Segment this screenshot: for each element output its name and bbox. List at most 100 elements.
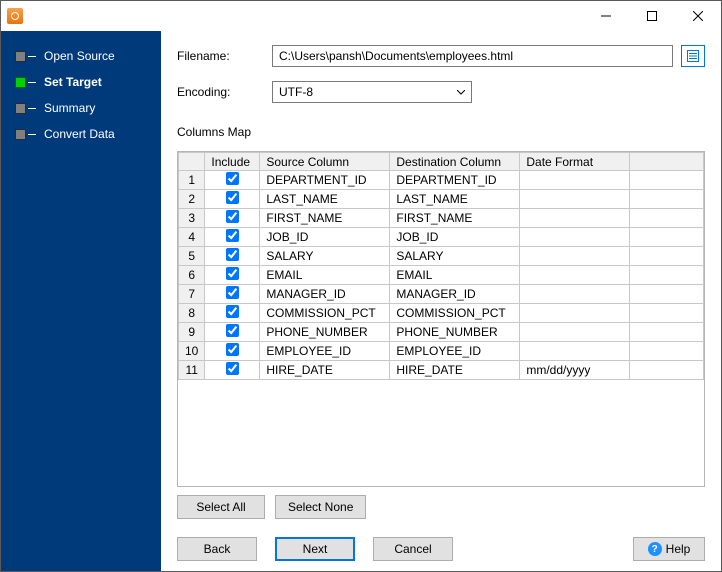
include-checkbox[interactable]	[226, 324, 239, 337]
encoding-select[interactable]: UTF-8	[272, 81, 472, 103]
include-checkbox[interactable]	[226, 286, 239, 299]
table-row[interactable]: 10EMPLOYEE_IDEMPLOYEE_ID	[179, 342, 704, 361]
wizard-step[interactable]: Summary	[1, 95, 161, 121]
row-number: 7	[179, 285, 205, 304]
table-row[interactable]: 6EMAILEMAIL	[179, 266, 704, 285]
dest-cell[interactable]: LAST_NAME	[390, 190, 520, 209]
table-row[interactable]: 7 MANAGER_IDMANAGER_ID	[179, 285, 704, 304]
include-checkbox[interactable]	[226, 210, 239, 223]
empty-cell	[630, 209, 704, 228]
date-cell[interactable]	[520, 323, 630, 342]
help-button[interactable]: ? Help	[633, 537, 705, 561]
table-row[interactable]: 2LAST_NAMELAST_NAME	[179, 190, 704, 209]
include-checkbox[interactable]	[226, 191, 239, 204]
source-cell[interactable]: FIRST_NAME	[260, 209, 390, 228]
close-button[interactable]	[675, 1, 721, 31]
select-none-button[interactable]: Select None	[275, 495, 366, 519]
dest-cell[interactable]: HIRE_DATE	[390, 361, 520, 380]
source-cell[interactable]: MANAGER_ID	[260, 285, 390, 304]
grid-header-include[interactable]: Include	[205, 153, 260, 171]
help-icon: ?	[648, 542, 662, 556]
wizard-footer: Back Next Cancel ? Help	[177, 531, 705, 561]
columns-map-label: Columns Map	[177, 125, 705, 139]
row-number: 11	[179, 361, 205, 380]
source-cell[interactable]: JOB_ID	[260, 228, 390, 247]
source-cell[interactable]: SALARY	[260, 247, 390, 266]
empty-cell	[630, 247, 704, 266]
window-body: Open Source Set Target Summary Convert Data…	[1, 31, 721, 571]
date-cell[interactable]	[520, 171, 630, 190]
table-row[interactable]: 11HIRE_DATEHIRE_DATEmm/dd/yyyy	[179, 361, 704, 380]
source-cell[interactable]: LAST_NAME	[260, 190, 390, 209]
selection-row: Select All Select None	[177, 495, 705, 519]
table-row[interactable]: 4JOB_IDJOB_ID	[179, 228, 704, 247]
grid-header-source[interactable]: Source Column	[260, 153, 390, 171]
source-cell[interactable]: EMAIL	[260, 266, 390, 285]
wizard-window: Open Source Set Target Summary Convert Data…	[0, 0, 722, 572]
date-cell[interactable]	[520, 285, 630, 304]
cancel-button[interactable]: Cancel	[373, 537, 453, 561]
next-button[interactable]: Next	[275, 537, 355, 561]
dest-cell[interactable]: EMPLOYEE_ID	[390, 342, 520, 361]
source-cell[interactable]: COMMISSION_PCT	[260, 304, 390, 323]
include-checkbox[interactable]	[226, 362, 239, 375]
date-cell[interactable]	[520, 304, 630, 323]
empty-cell	[630, 304, 704, 323]
columns-grid-wrap: Include Source Column Destination Column…	[177, 151, 705, 487]
row-number: 1	[179, 171, 205, 190]
wizard-step[interactable]: Open Source	[1, 43, 161, 69]
dest-cell[interactable]: COMMISSION_PCT	[390, 304, 520, 323]
row-number: 8	[179, 304, 205, 323]
date-cell[interactable]: mm/dd/yyyy	[520, 361, 630, 380]
source-cell[interactable]: HIRE_DATE	[260, 361, 390, 380]
browse-button[interactable]	[681, 45, 705, 67]
content-pane: Filename: Encoding: UTF-8	[161, 31, 721, 571]
source-cell[interactable]: DEPARTMENT_ID	[260, 171, 390, 190]
grid-header-row: Include Source Column Destination Column…	[179, 153, 704, 171]
wizard-step[interactable]: Set Target	[1, 69, 161, 95]
minimize-button[interactable]	[583, 1, 629, 31]
step-marker	[15, 77, 26, 88]
grid-header-dest[interactable]: Destination Column	[390, 153, 520, 171]
date-cell[interactable]	[520, 190, 630, 209]
step-label: Convert Data	[44, 127, 115, 141]
include-checkbox[interactable]	[226, 229, 239, 242]
dest-cell[interactable]: PHONE_NUMBER	[390, 323, 520, 342]
dest-cell[interactable]: DEPARTMENT_ID	[390, 171, 520, 190]
table-row[interactable]: 9PHONE_NUMBERPHONE_NUMBER	[179, 323, 704, 342]
include-cell	[205, 171, 260, 190]
filename-input[interactable]	[272, 45, 673, 67]
date-cell[interactable]	[520, 342, 630, 361]
wizard-step[interactable]: Convert Data	[1, 121, 161, 147]
include-checkbox[interactable]	[226, 172, 239, 185]
dest-cell[interactable]: SALARY	[390, 247, 520, 266]
source-cell[interactable]: PHONE_NUMBER	[260, 323, 390, 342]
grid-header-date[interactable]: Date Format	[520, 153, 630, 171]
filename-row: Filename:	[177, 45, 705, 67]
table-row[interactable]: 3FIRST_NAMEFIRST_NAME	[179, 209, 704, 228]
dest-cell[interactable]: FIRST_NAME	[390, 209, 520, 228]
dest-cell[interactable]: JOB_ID	[390, 228, 520, 247]
table-row[interactable]: 1 DEPARTMENT_IDDEPARTMENT_ID	[179, 171, 704, 190]
include-checkbox[interactable]	[226, 305, 239, 318]
include-checkbox[interactable]	[226, 343, 239, 356]
back-button[interactable]: Back	[177, 537, 257, 561]
source-cell[interactable]: EMPLOYEE_ID	[260, 342, 390, 361]
table-row[interactable]: 5SALARYSALARY	[179, 247, 704, 266]
empty-cell	[630, 342, 704, 361]
step-label: Set Target	[44, 75, 102, 89]
select-all-button[interactable]: Select All	[177, 495, 265, 519]
date-cell[interactable]	[520, 209, 630, 228]
include-cell	[205, 190, 260, 209]
include-checkbox[interactable]	[226, 248, 239, 261]
minimize-icon	[601, 11, 611, 21]
date-cell[interactable]	[520, 228, 630, 247]
dest-cell[interactable]: MANAGER_ID	[390, 285, 520, 304]
encoding-row: Encoding: UTF-8	[177, 81, 705, 103]
date-cell[interactable]	[520, 247, 630, 266]
table-row[interactable]: 8 COMMISSION_PCTCOMMISSION_PCT	[179, 304, 704, 323]
dest-cell[interactable]: EMAIL	[390, 266, 520, 285]
date-cell[interactable]	[520, 266, 630, 285]
include-checkbox[interactable]	[226, 267, 239, 280]
maximize-button[interactable]	[629, 1, 675, 31]
